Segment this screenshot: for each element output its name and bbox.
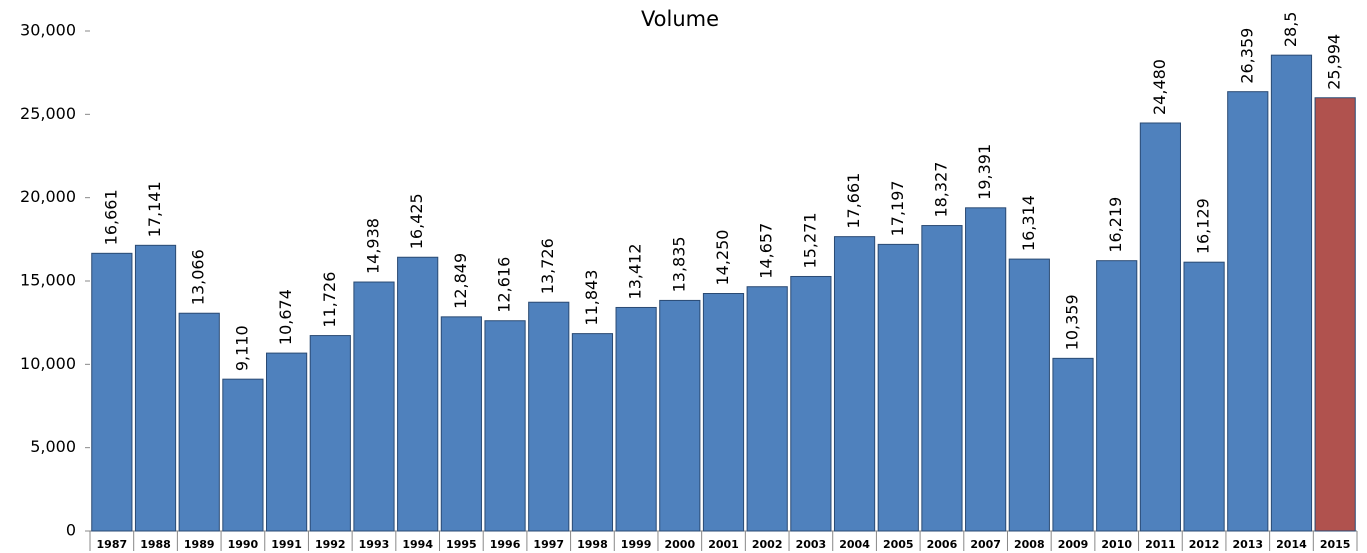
x-tick-label: 2003 [796,538,827,551]
value-label: 17,141 [145,181,164,237]
bar [833,236,876,532]
x-tick-label: 2004 [839,538,870,551]
bar [659,299,701,532]
value-label: 13,835 [669,236,688,292]
y-tick-label: 5,000 [30,437,76,456]
x-tick-label: 2001 [708,538,739,551]
x-tick-label: 1991 [271,538,302,551]
x-tick-label: 1988 [140,538,171,551]
bar [222,378,264,532]
x-tick-label: 2009 [1058,538,1089,551]
bar [1008,258,1050,532]
x-tick-label: 2015 [1320,538,1351,551]
x-tick-label: 2008 [1014,538,1045,551]
value-label: 15,271 [800,212,819,268]
bar [528,301,570,532]
x-tick-label: 1992 [315,538,346,551]
x-tick-label: 2011 [1145,538,1176,551]
y-tick-label: 30,000 [20,21,76,40]
x-tick-label: 2002 [752,538,783,551]
value-label: 13,726 [538,238,557,294]
value-label: 28,5 [1281,12,1300,48]
bar [134,244,177,532]
x-tick-label: 2000 [664,538,695,551]
bar [1270,54,1313,532]
y-tick-label: 0 [66,521,76,540]
bar [484,320,526,532]
bar [571,333,614,532]
value-label: 13,412 [626,243,645,299]
value-label: 14,250 [713,230,732,286]
value-label: 13,066 [189,249,208,305]
bar [702,293,745,532]
value-label: 10,674 [276,289,295,345]
value-label: 17,661 [844,173,863,229]
bar [1227,91,1269,532]
bar [921,225,963,532]
y-tick-label: 15,000 [20,271,76,290]
bar [353,281,395,532]
x-tick-label: 1990 [228,538,259,551]
x-tick-label: 1987 [97,538,128,551]
value-label: 11,843 [582,270,601,326]
x-tick-label: 1997 [533,538,564,551]
value-label: 17,197 [888,180,907,236]
y-tick-label: 25,000 [20,104,76,123]
bar [91,252,133,532]
bar [877,243,919,532]
x-tick-label: 2014 [1276,538,1307,551]
value-label: 26,359 [1237,28,1256,84]
value-label: 18,327 [931,162,950,218]
value-label: 10,359 [1063,294,1082,350]
bar [1096,260,1138,532]
value-label: 16,425 [407,193,426,249]
bar [1314,97,1356,532]
value-label: 16,314 [1019,195,1038,251]
bar [1183,261,1225,532]
bar [440,316,482,532]
x-tick-label: 1994 [402,538,433,551]
value-label: 25,994 [1325,34,1344,90]
bar [746,286,788,532]
x-tick-label: 2007 [970,538,1001,551]
value-label: 24,480 [1150,59,1169,115]
value-label: 12,849 [451,253,470,309]
x-tick-label: 1993 [359,538,390,551]
bar [1052,357,1094,532]
bar [615,306,657,532]
bar [965,207,1007,532]
value-label: 14,657 [757,223,776,279]
x-tick-label: 1995 [446,538,477,551]
bar [790,275,832,532]
y-tick-label: 20,000 [20,187,76,206]
value-label: 16,661 [101,189,120,245]
value-label: 16,219 [1106,197,1125,253]
y-tick-label: 10,000 [20,354,76,373]
bar [266,352,308,532]
x-tick-label: 2010 [1101,538,1132,551]
value-label: 16,129 [1194,198,1213,254]
x-tick-label: 2006 [927,538,958,551]
x-tick-label: 1996 [490,538,521,551]
value-label: 9,110 [232,325,251,371]
x-tick-label: 2013 [1232,538,1263,551]
bar [309,335,351,532]
x-tick-label: 1989 [184,538,215,551]
x-tick-label: 1998 [577,538,608,551]
value-label: 14,938 [363,218,382,274]
bar [1139,122,1181,532]
bar [178,312,220,532]
value-label: 11,726 [320,272,339,328]
x-tick-label: 1999 [621,538,652,551]
bar [397,256,439,532]
x-tick-label: 2012 [1189,538,1220,551]
value-label: 19,391 [975,144,994,200]
x-tick-label: 2005 [883,538,914,551]
value-label: 12,616 [495,257,514,313]
chart-title: Volume [641,7,719,31]
